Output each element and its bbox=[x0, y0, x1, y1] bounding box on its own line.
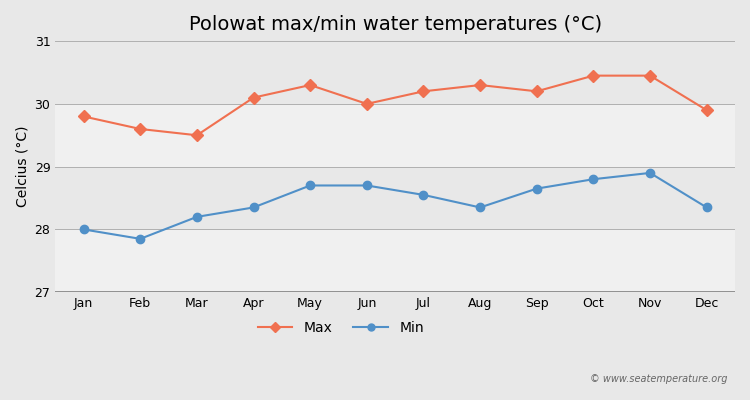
Bar bbox=[56, 230, 735, 292]
Bar bbox=[56, 167, 735, 230]
Title: Polowat max/min water temperatures (°C): Polowat max/min water temperatures (°C) bbox=[188, 15, 602, 34]
Y-axis label: Celcius (°C): Celcius (°C) bbox=[15, 126, 29, 207]
Bar bbox=[56, 41, 735, 104]
Bar bbox=[56, 104, 735, 167]
Legend: Max, Min: Max, Min bbox=[252, 315, 429, 340]
Text: © www.seatemperature.org: © www.seatemperature.org bbox=[590, 374, 728, 384]
